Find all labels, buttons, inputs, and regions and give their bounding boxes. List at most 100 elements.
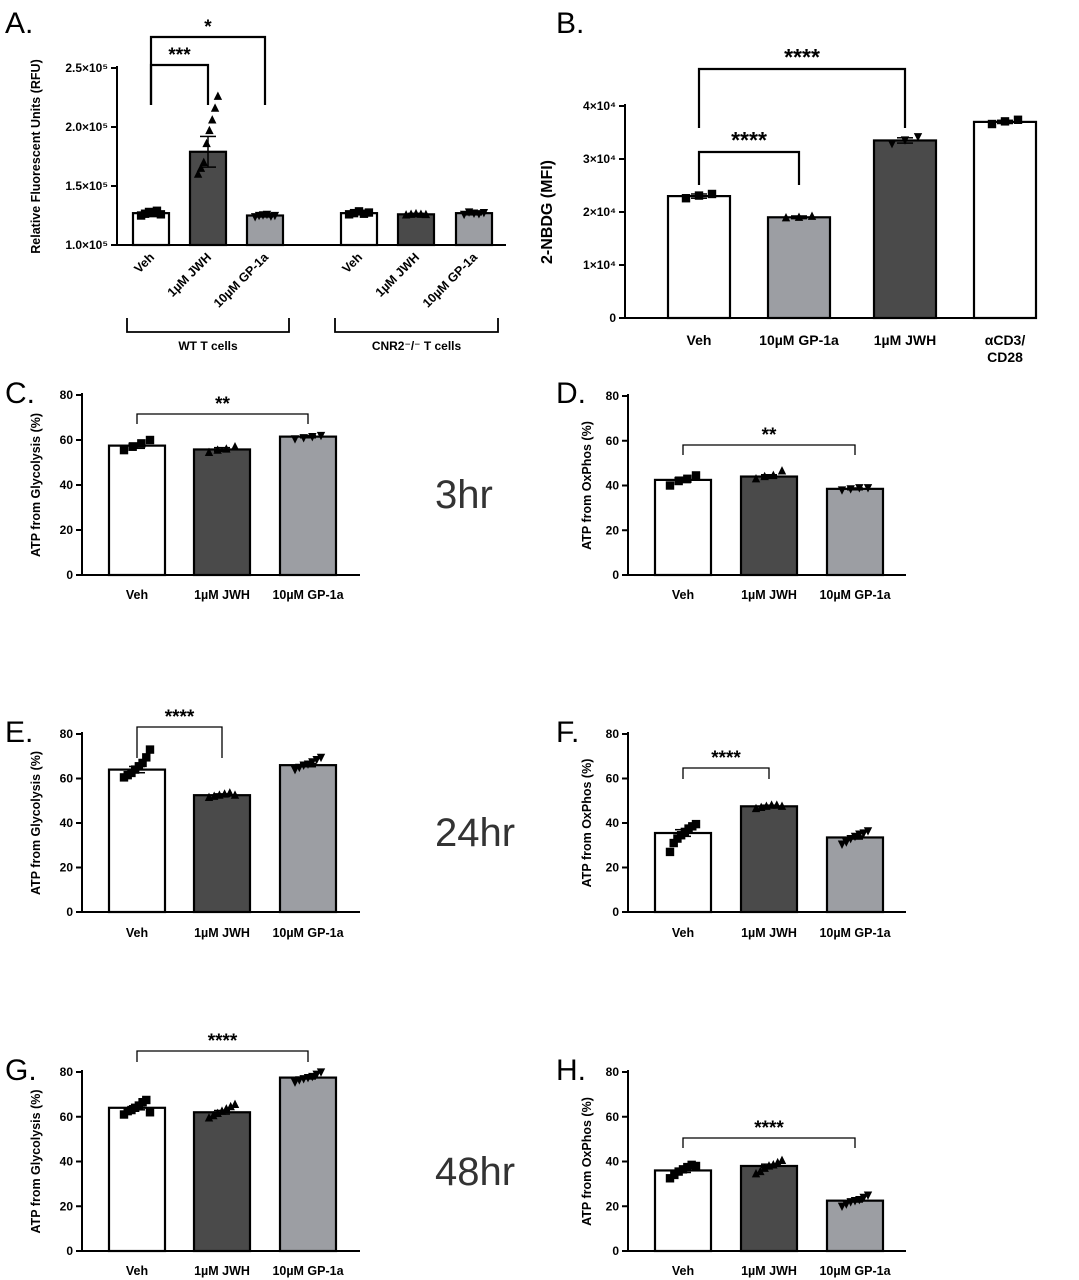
- x-tick-label-b: 10µM GP-1a: [759, 332, 839, 348]
- data-point-a: [205, 125, 214, 135]
- bar-e-1-m-jwh: [192, 794, 252, 914]
- x-tick-label-e: 1µM JWH: [194, 926, 250, 940]
- y-tick-label-d: 80: [606, 389, 620, 403]
- time-label-48hr: 48hr: [435, 1150, 515, 1194]
- data-point-h: [760, 1163, 769, 1172]
- significance-label-c: **: [215, 394, 230, 415]
- data-point-h: [842, 1200, 851, 1209]
- y-tick-label-a: 2.0×10⁵: [65, 120, 108, 134]
- data-point-c: [128, 442, 137, 451]
- x-tick-label-h: Veh: [672, 1264, 694, 1278]
- x-tick-label-a: Veh: [339, 250, 365, 276]
- data-point-a: [349, 208, 359, 218]
- data-point-h: [751, 1169, 761, 1178]
- y-tick-label-e: 80: [60, 727, 74, 741]
- significance-label-f: ****: [711, 748, 741, 769]
- panel-letter-g: G.: [5, 1054, 37, 1087]
- data-point-a: [270, 211, 280, 221]
- panel-letter-a: A.: [5, 7, 33, 40]
- y-axis-title-f: ATP from OxPhos (%): [580, 759, 594, 888]
- data-point-d: [837, 486, 847, 495]
- data-point-a: [210, 103, 220, 112]
- bar-d-10-m-gp-1a: [825, 487, 885, 577]
- data-point-f: [772, 800, 781, 809]
- data-point-e: [295, 763, 304, 773]
- data-point-h: [863, 1191, 873, 1200]
- data-point-a: [421, 209, 431, 219]
- data-point-h: [665, 1174, 675, 1183]
- data-point-g: [209, 1110, 218, 1120]
- significance-bracket-a: [149, 63, 210, 105]
- y-axis-title-d: ATP from OxPhos (%): [580, 421, 594, 550]
- y-tick-label-c: 20: [60, 523, 74, 537]
- data-point-d: [863, 484, 873, 493]
- data-point-b: [807, 211, 817, 220]
- y-tick-label-a: 1.0×10⁵: [65, 238, 108, 252]
- y-tick-label-c: 60: [60, 433, 74, 447]
- bar-h-veh: [653, 1169, 713, 1253]
- y-tick-label-g: 80: [60, 1065, 74, 1079]
- y-axis-title-b: 2-NBDG (MFI): [539, 160, 556, 264]
- data-point-c: [290, 435, 300, 444]
- data-point-c: [213, 445, 222, 454]
- bar-f-veh: [653, 831, 713, 914]
- bar-h-1-m-jwh: [739, 1164, 799, 1253]
- data-point-a: [459, 210, 469, 220]
- data-point-g: [142, 1095, 151, 1105]
- data-point-e: [138, 758, 147, 768]
- x-tick-label-c: 10µM GP-1a: [272, 588, 344, 602]
- y-tick-label-b: 2×10⁴: [583, 205, 616, 219]
- y-tick-label-h: 20: [606, 1199, 620, 1213]
- x-tick-label-e: Veh: [126, 926, 148, 940]
- data-point-a: [479, 208, 489, 218]
- bar-g-10-m-gp-1a: [278, 1076, 338, 1253]
- data-point-a: [359, 209, 369, 218]
- data-point-f: [837, 840, 847, 849]
- panel-letter-h: H.: [556, 1054, 586, 1087]
- bar-c-10-m-gp-1a: [278, 435, 338, 577]
- data-point-e: [145, 745, 155, 754]
- panel-letter-f: F.: [556, 716, 579, 749]
- data-point-e: [312, 755, 321, 765]
- data-point-c: [299, 434, 308, 443]
- data-point-g: [145, 1108, 155, 1117]
- bar-f-1-m-jwh: [739, 805, 799, 914]
- data-point-e: [303, 760, 313, 769]
- data-point-g: [316, 1068, 326, 1077]
- data-point-g: [204, 1113, 214, 1122]
- data-point-b: [913, 133, 923, 142]
- x-tick-label-h: 1µM JWH: [741, 1264, 797, 1278]
- y-tick-label-f: 60: [606, 772, 620, 786]
- y-tick-label-g: 60: [60, 1110, 74, 1124]
- x-tick-label-d: 10µM GP-1a: [819, 588, 891, 602]
- time-label-24hr: 24hr: [435, 811, 515, 855]
- y-axis-title-g: ATP from Glycolysis (%): [29, 1089, 43, 1233]
- y-tick-label-c: 40: [60, 478, 74, 492]
- x-tick-label-f: 10µM GP-1a: [819, 926, 891, 940]
- significance-bracket-e: [136, 726, 223, 758]
- significance-label-g: ****: [208, 1031, 238, 1052]
- data-point-d: [777, 466, 787, 475]
- data-point-h: [773, 1157, 782, 1167]
- data-point-e: [290, 766, 300, 775]
- data-point-f: [846, 834, 855, 844]
- data-point-d: [846, 485, 855, 494]
- x-tick-label-c: Veh: [126, 588, 148, 602]
- data-point-d: [674, 476, 683, 486]
- bar-f-10-m-gp-1a: [825, 836, 885, 914]
- data-point-h: [777, 1155, 787, 1164]
- significance-label-d: **: [762, 425, 777, 446]
- data-point-g: [226, 1101, 235, 1111]
- data-point-c: [308, 433, 317, 442]
- bar-e-veh: [107, 768, 167, 914]
- data-point-h: [769, 1160, 778, 1169]
- bar-d-veh: [653, 478, 713, 577]
- y-tick-label-d: 60: [606, 434, 620, 448]
- significance-bracket-b: [697, 67, 907, 128]
- data-point-f: [669, 838, 678, 848]
- data-point-b: [694, 191, 704, 200]
- data-point-f: [850, 832, 860, 842]
- data-point-d: [665, 481, 675, 490]
- data-point-c: [230, 441, 240, 451]
- data-point-b: [887, 140, 897, 149]
